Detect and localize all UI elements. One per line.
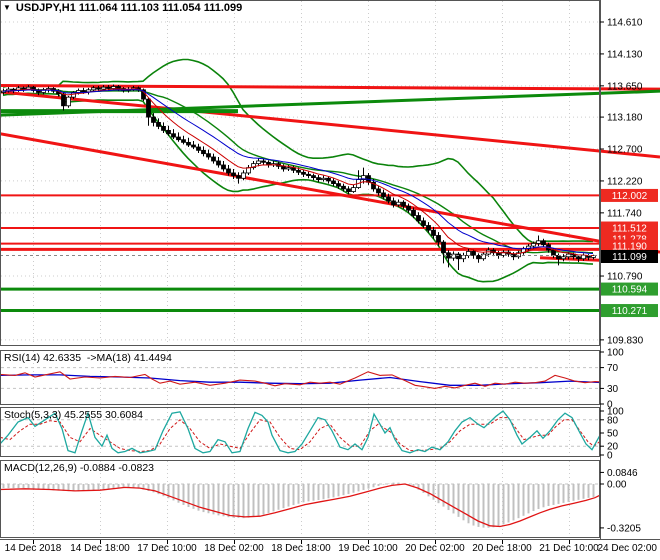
stoch-axis-label: 0: [607, 451, 613, 462]
rsi-axis-label: 30: [607, 384, 619, 395]
panel-frames: [0, 0, 660, 540]
time-axis-label: 24 Dec 02:00: [598, 543, 658, 554]
time-axis-label: 14 Dec 18:00: [70, 543, 130, 554]
price-axis: 114.610 114.130 113.650 113.180 112.700 112.2…: [600, 18, 644, 346]
stoch-axis-label: 100: [607, 407, 624, 418]
macd-axis-label: -0.3205: [607, 523, 641, 534]
time-axis-label: 20 Dec 02:00: [405, 543, 465, 554]
time-axis-label: 18 Dec 02:00: [204, 543, 264, 554]
time-axis-label: 14 Dec 2018: [5, 543, 62, 554]
price-badge: 110.594: [612, 285, 648, 296]
rsi-axis-label: 100: [607, 348, 624, 359]
macd-label: MACD(12,26,9) -0.0884 -0.0823: [4, 462, 154, 474]
trendlines: [0, 84, 660, 263]
stoch-label: Stoch(5,3,3) 45.2555 30.6084: [4, 409, 143, 421]
price-levels: [0, 194, 600, 313]
rsi-axis-label: 70: [607, 363, 619, 374]
time-axis-label: 21 Dec 10:00: [539, 543, 599, 554]
price-axis-label: 112.700: [607, 145, 643, 156]
price-badge: 110.271: [612, 306, 648, 317]
time-axis-label: 18 Dec 18:00: [271, 543, 331, 554]
price-axis-label: 112.220: [607, 176, 643, 187]
price-axis-label: 110.790: [607, 272, 643, 283]
symbol-dropdown-icon[interactable]: ▼: [3, 3, 11, 12]
rsi-label: RSI(14) 42.6335 ->MA(18) 41.4494: [4, 352, 172, 364]
time-axis-label: 20 Dec 18:00: [472, 543, 532, 554]
stoch-axis-label: 20: [607, 442, 619, 453]
price-badge: 111.190: [612, 242, 647, 253]
price-axis-label: 113.180: [607, 113, 643, 124]
price-axis-label: 109.830: [607, 335, 644, 346]
rsi-axis-label: 0: [607, 400, 613, 411]
price-badge: 112.002: [612, 191, 648, 202]
macd-panel: [0, 482, 601, 528]
chart-title[interactable]: ▼ USDJPY,H1 111.064 111.103 111.054 111.…: [3, 2, 242, 14]
symbol-ohlc-label: USDJPY,H1 111.064 111.103 111.054 111.09…: [15, 2, 243, 14]
price-axis-label: 114.610: [607, 18, 643, 29]
stoch-axis-label: 80: [607, 415, 619, 426]
stoch-axis-label: 50: [607, 429, 619, 440]
price-badge: 111.512: [612, 224, 647, 235]
time-axis: 14 Dec 2018 14 Dec 18:00 17 Dec 10:00 18 De…: [5, 540, 658, 554]
stochastic-panel: [0, 410, 601, 454]
macd-axis-label: 0.0846: [607, 468, 638, 479]
time-axis-label: 19 Dec 10:00: [338, 543, 398, 554]
price-axis-label: 114.130: [607, 49, 643, 60]
moving-averages: [2, 88, 594, 256]
rsi-panel: [0, 367, 601, 389]
price-axis-label: 111.740: [607, 208, 642, 219]
price-badge: 111.099: [612, 252, 647, 263]
price-badges: 112.002111.512111.278111.190111.099110.5…: [601, 188, 658, 318]
time-axis-label: 17 Dec 10:00: [137, 543, 197, 554]
price-axis-label: 113.650: [607, 81, 643, 92]
candles-layer: [1, 84, 596, 271]
macd-axis-label: 0.00: [607, 480, 627, 491]
